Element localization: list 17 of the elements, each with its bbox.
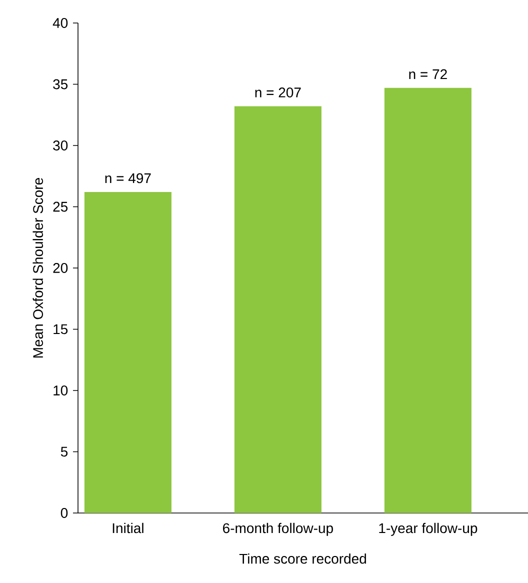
x-tick-label: Initial: [112, 522, 144, 534]
y-tick-label: 5: [60, 446, 68, 457]
x-tick-label: 6-month follow-up: [223, 522, 333, 536]
x-axis-title: Time score recorded: [239, 553, 366, 564]
annotation: n = 207: [255, 88, 301, 98]
y-tick-label: 10: [54, 386, 68, 396]
y-tick-label: 35: [53, 79, 68, 90]
x-tick-label: 1-year follow-up: [379, 522, 478, 536]
y-tick-label: 40: [52, 18, 68, 28]
y-tick-label: 20: [53, 263, 68, 273]
y-tick-label: 30: [53, 140, 68, 150]
y-tick-label: 0: [60, 508, 68, 518]
y-axis-title: Mean Oxford Shoulder Score: [32, 178, 44, 358]
y-tick-label: 15: [54, 324, 68, 334]
annotation: n = 497: [105, 173, 151, 184]
annotation: n = 72: [409, 69, 447, 80]
y-tick-label: 25: [53, 202, 68, 212]
